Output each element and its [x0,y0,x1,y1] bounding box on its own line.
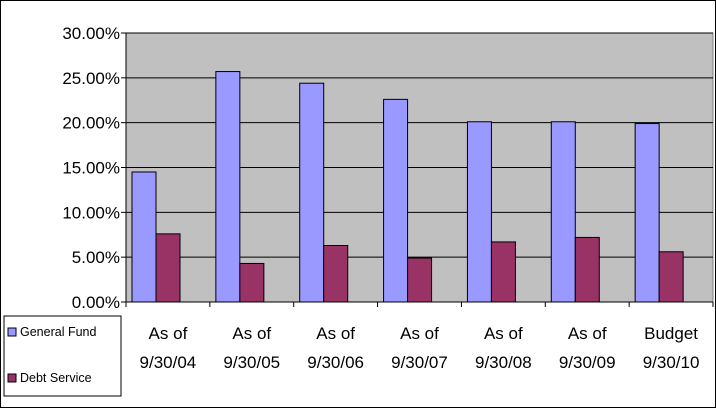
bar-debt-service [407,257,433,303]
y-tick-label: 20.00% [62,114,120,133]
x-tick-label: As of [400,324,439,343]
bar-debt-service [155,233,181,303]
x-tick-label: 9/30/05 [223,353,280,372]
x-tick-label: As of [149,324,188,343]
y-tick-label: 5.00% [72,248,120,267]
x-tick-label: As of [232,324,271,343]
x-tick-label: As of [568,324,607,343]
legend-swatch [7,327,17,337]
x-tick-label: 9/30/08 [475,353,532,372]
x-tick-label: As of [484,324,523,343]
bar-general-fund [131,171,157,303]
bar-debt-service [239,262,265,303]
legend: General Fund Debt Service [3,315,122,397]
y-tick-label: 0.00% [72,293,120,312]
x-tick-label: 9/30/04 [140,353,197,372]
bar-general-fund [383,98,409,303]
x-tick-label: Budget [644,324,698,343]
y-tick-label: 10.00% [62,203,120,222]
bar-general-fund [550,121,576,303]
y-tick-label: 30.00% [62,24,120,43]
bar-general-fund [299,82,325,303]
bar-debt-service [574,236,600,303]
x-tick-label: 9/30/07 [391,353,448,372]
bar-debt-service [490,241,516,303]
legend-box [3,315,122,397]
x-tick-label: As of [316,324,355,343]
x-tick-label: 9/30/09 [559,353,616,372]
bar-debt-service [658,251,684,303]
x-tick-label: 9/30/06 [307,353,364,372]
y-tick-label: 15.00% [62,159,120,178]
legend-swatch [7,373,17,383]
y-tick-label: 25.00% [62,69,120,88]
bar-debt-service [323,245,349,303]
bar-general-fund [466,121,492,303]
legend-label: General Fund [20,325,96,339]
x-tick-label: 9/30/10 [643,353,700,372]
bar-general-fund [215,71,241,303]
legend-label: Debt Service [20,371,92,385]
bar-general-fund [634,123,660,303]
